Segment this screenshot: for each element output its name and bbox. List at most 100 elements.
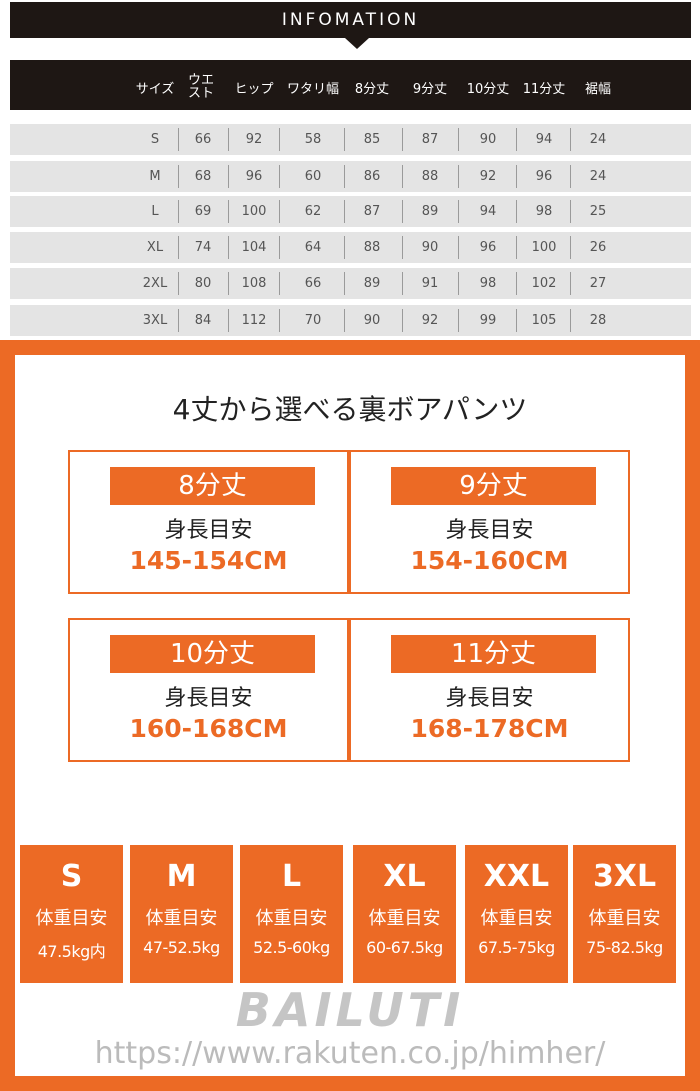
table-cell: 60 — [304, 169, 322, 184]
table-cell: 80 — [194, 276, 212, 291]
table-cell: 28 — [589, 313, 607, 328]
table-cell: 89 — [363, 276, 381, 291]
divider — [344, 309, 345, 332]
table-cell: 84 — [194, 313, 212, 328]
divider — [516, 165, 517, 188]
table-row: M 68 96 60 86 88 92 96 24 — [10, 161, 691, 192]
size-label: 3XL — [592, 859, 657, 894]
divider — [458, 200, 459, 223]
table-cell: 64 — [304, 240, 322, 255]
divider — [178, 236, 179, 259]
divider — [516, 128, 517, 151]
divider — [570, 236, 571, 259]
weight-guide-label: 体重目安 — [255, 908, 328, 929]
table-row: S 66 92 58 85 87 90 94 24 — [10, 124, 691, 155]
table-cell: 70 — [304, 313, 322, 328]
table-cell: 85 — [363, 132, 381, 147]
divider — [178, 309, 179, 332]
table-cell: 94 — [479, 204, 497, 219]
table-cell: 24 — [589, 132, 607, 147]
divider — [402, 236, 403, 259]
table-cell: 112 — [241, 313, 267, 328]
table-cell: 92 — [479, 169, 497, 184]
weight-guide-label: 体重目安 — [588, 908, 661, 929]
table-cell: 66 — [304, 276, 322, 291]
table-cell: 91 — [421, 276, 439, 291]
divider — [402, 165, 403, 188]
table-cell: 90 — [421, 240, 439, 255]
divider — [228, 165, 229, 188]
divider — [402, 309, 403, 332]
table-cell: 99 — [479, 313, 497, 328]
divider — [344, 128, 345, 151]
weight-card: M 体重目安 47-52.5kg — [130, 845, 233, 983]
column-header: 11分丈 — [522, 82, 566, 97]
length-option: 10分丈 身長目安 160-168CM — [68, 618, 349, 762]
divider — [570, 272, 571, 295]
table-cell: 25 — [589, 204, 607, 219]
divider — [279, 309, 280, 332]
table-cell: 58 — [304, 132, 322, 147]
table-cell: 102 — [531, 276, 557, 291]
weight-guide-label: 体重目安 — [145, 908, 218, 929]
length-option: 11分丈 身長目安 168-178CM — [349, 618, 630, 762]
size-label: M — [166, 859, 197, 894]
table-row: 3XL 84 112 70 90 92 99 105 28 — [10, 305, 691, 336]
table-cell: 96 — [479, 240, 497, 255]
divider — [279, 165, 280, 188]
table-row: 2XL 80 108 66 89 91 98 102 27 — [10, 268, 691, 299]
table-cell: 24 — [589, 169, 607, 184]
divider — [228, 236, 229, 259]
table-cell: 100 — [531, 240, 557, 255]
table-cell: 105 — [531, 313, 557, 328]
weight-guide-label: 体重目安 — [35, 908, 108, 929]
divider — [570, 200, 571, 223]
table-cell: 74 — [194, 240, 212, 255]
weight-range: 75-82.5kg — [586, 938, 663, 957]
table-cell: 100 — [241, 204, 267, 219]
table-cell: S — [150, 132, 160, 147]
table-cell: 92 — [421, 313, 439, 328]
weight-range: 60-67.5kg — [366, 938, 443, 957]
weight-card: S 体重目安 47.5kg内 — [20, 845, 123, 983]
divider — [344, 236, 345, 259]
column-header: 裾幅 — [584, 82, 612, 97]
table-cell: XL — [146, 240, 164, 255]
length-option: 8分丈 身長目安 145-154CM — [68, 450, 349, 594]
table-cell: 94 — [535, 132, 553, 147]
column-header: 9分丈 — [412, 82, 448, 97]
divider — [516, 309, 517, 332]
weight-range: 52.5-60kg — [253, 938, 330, 957]
table-cell: 98 — [535, 204, 553, 219]
divider — [178, 165, 179, 188]
length-label: 8分丈 — [110, 467, 315, 505]
table-cell: M — [149, 169, 161, 184]
weight-range: 47-52.5kg — [143, 938, 220, 957]
divider — [458, 309, 459, 332]
divider — [402, 128, 403, 151]
height-guide-label: 身長目安 — [164, 686, 253, 711]
column-header: サイズ — [135, 82, 175, 97]
weight-card: L 体重目安 52.5-60kg — [240, 845, 343, 983]
table-row: L 69 100 62 87 89 94 98 25 — [10, 196, 691, 227]
table-cell: 98 — [479, 276, 497, 291]
column-header: 8分丈 — [354, 82, 390, 97]
store-url: https://www.rakuten.co.jp/himher/ — [94, 1036, 606, 1071]
table-cell: 96 — [245, 169, 263, 184]
divider — [228, 272, 229, 295]
height-range: 145-154CM — [129, 546, 288, 575]
divider — [516, 272, 517, 295]
divider — [402, 200, 403, 223]
weight-range: 67.5-75kg — [478, 938, 555, 957]
divider — [570, 165, 571, 188]
column-header: ウエスト — [188, 73, 215, 101]
divider — [228, 309, 229, 332]
table-cell: 26 — [589, 240, 607, 255]
table-cell: 2XL — [142, 276, 168, 291]
divider — [458, 165, 459, 188]
info-header: INFOMATION — [10, 2, 691, 38]
column-header: ヒップ — [234, 82, 274, 97]
table-cell: 88 — [363, 240, 381, 255]
table-cell: 90 — [479, 132, 497, 147]
divider — [458, 272, 459, 295]
